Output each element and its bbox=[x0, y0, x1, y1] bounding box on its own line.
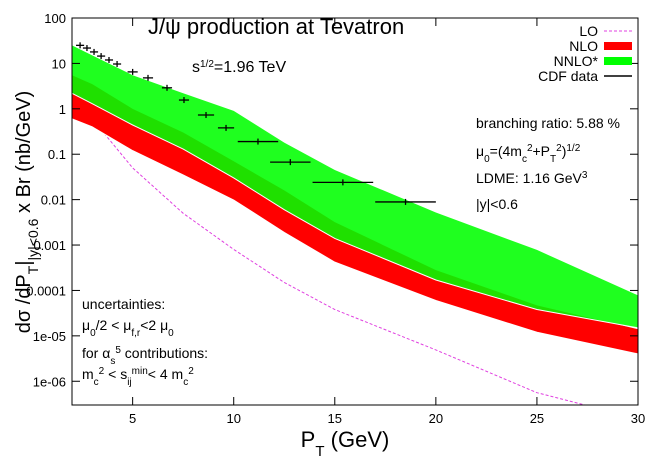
annotation: s1/2=1.96 TeV bbox=[192, 59, 286, 77]
y-tick-label: 0.1 bbox=[48, 147, 66, 162]
legend-label: NNLO* bbox=[554, 53, 599, 69]
band-edge bbox=[72, 118, 638, 355]
x-axis-title: PT (GeV) bbox=[301, 427, 390, 460]
x-tick-label: 5 bbox=[129, 411, 136, 426]
x-tick-label: 15 bbox=[328, 411, 342, 426]
annotation: branching ratio: 5.88 % bbox=[476, 115, 620, 131]
band bbox=[72, 45, 638, 328]
band-edge bbox=[72, 92, 638, 329]
annotation: uncertainties: bbox=[82, 296, 165, 312]
y-tick-label: 100 bbox=[44, 11, 66, 26]
y-tick-label: 0.001 bbox=[33, 238, 66, 253]
y-tick-label: 10 bbox=[52, 56, 66, 71]
x-tick-label: 30 bbox=[631, 411, 645, 426]
annotation: μ0=(4mc2+PT2)1/2 bbox=[476, 143, 581, 165]
y-tick-label: 1e-05 bbox=[33, 329, 66, 344]
lo-line bbox=[72, 94, 587, 405]
y-tick-label: 0.01 bbox=[41, 193, 66, 208]
y-tick-label: 1e-06 bbox=[33, 374, 66, 389]
legend-label: LO bbox=[579, 23, 598, 39]
y-tick-label: 0.0001 bbox=[26, 283, 66, 298]
annotation: for αs5 contributions: bbox=[82, 345, 208, 367]
y-tick-label: 1 bbox=[59, 102, 66, 117]
legend-label: CDF data bbox=[538, 68, 598, 84]
x-tick-label: 20 bbox=[429, 411, 443, 426]
x-tick-label: 25 bbox=[530, 411, 544, 426]
annotation: mc2 < sijmin< 4 mc2 bbox=[82, 366, 194, 388]
plot-area bbox=[72, 42, 638, 405]
annotation: μ0/2 < μf,r<2 μ0 bbox=[82, 317, 174, 339]
plot-frame bbox=[71, 17, 639, 406]
band bbox=[72, 75, 638, 354]
y-axis-title: dσ /dPT||y|<0.6 x Br (nb/GeV) bbox=[13, 91, 41, 334]
annotation: LDME: 1.16 GeV3 bbox=[476, 170, 588, 187]
x-tick-label: 10 bbox=[226, 411, 240, 426]
annotation: |y|<0.6 bbox=[476, 196, 518, 212]
chart-title: J/ψ production at Tevatron bbox=[148, 14, 404, 39]
legend-label: NLO bbox=[569, 38, 598, 54]
